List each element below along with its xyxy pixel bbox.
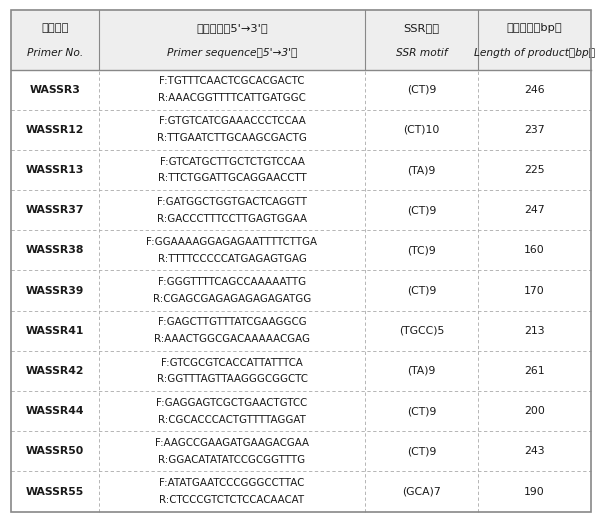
Text: (TA)9: (TA)9 (407, 165, 436, 175)
Text: 225: 225 (524, 165, 545, 175)
Text: R:CTCCCGTCTCTCCACAACAT: R:CTCCCGTCTCTCCACAACAT (160, 495, 305, 505)
Text: R:GGACATATATCCGCGGTTTG: R:GGACATATATCCGCGGTTTG (158, 455, 305, 465)
Text: 247: 247 (524, 205, 545, 215)
Text: 261: 261 (524, 366, 545, 376)
Text: 160: 160 (524, 245, 545, 255)
Text: WASSR55: WASSR55 (26, 487, 84, 497)
Text: F:TGTTTCAACTCGCACGACTC: F:TGTTTCAACTCGCACGACTC (160, 76, 305, 86)
Text: (TA)9: (TA)9 (407, 366, 436, 376)
Text: WASSR12: WASSR12 (26, 125, 84, 135)
Text: WASSR39: WASSR39 (26, 286, 84, 295)
Text: 190: 190 (524, 487, 545, 497)
Text: (CT)10: (CT)10 (403, 125, 439, 135)
Text: SSR基元: SSR基元 (403, 23, 439, 33)
Text: (CT)9: (CT)9 (407, 286, 436, 295)
Text: 引物序列（5'→3'）: 引物序列（5'→3'） (196, 23, 268, 33)
Text: F:GATGGCTGGTGACTCAGGTT: F:GATGGCTGGTGACTCAGGTT (157, 197, 307, 207)
Bar (11, 10, 591, 70)
Text: R:TTCTGGATTGCAGGAACCTT: R:TTCTGGATTGCAGGAACCTT (158, 173, 306, 183)
Text: F:GAGGAGTCGCTGAACTGTCC: F:GAGGAGTCGCTGAACTGTCC (157, 398, 308, 408)
Text: (GCA)7: (GCA)7 (402, 487, 441, 497)
Text: 213: 213 (524, 326, 545, 336)
Text: WASSR13: WASSR13 (26, 165, 84, 175)
Text: R:GGTTTAGTTAAGGGCGGCTC: R:GGTTTAGTTAAGGGCGGCTC (157, 375, 308, 384)
Text: 243: 243 (524, 446, 545, 456)
Text: (CT)9: (CT)9 (407, 205, 436, 215)
Text: (CT)9: (CT)9 (407, 406, 436, 416)
Text: Primer No.: Primer No. (27, 48, 83, 58)
Text: R:AAACGGTTTTCATTGATGGC: R:AAACGGTTTTCATTGATGGC (158, 93, 306, 103)
Text: (TGCC)5: (TGCC)5 (399, 326, 444, 336)
Text: SSR motif: SSR motif (396, 48, 447, 58)
Text: WASSR3: WASSR3 (29, 84, 81, 95)
Text: 170: 170 (524, 286, 545, 295)
Text: F:GTCATGCTTGCTCTGTCCAA: F:GTCATGCTTGCTCTGTCCAA (160, 157, 305, 167)
Text: 237: 237 (524, 125, 545, 135)
Text: R:TTTTCCCCCATGAGAGTGAG: R:TTTTCCCCCATGAGAGTGAG (158, 254, 306, 264)
Text: R:CGCACCCACTGTTTTAGGAT: R:CGCACCCACTGTTTTAGGAT (158, 415, 306, 425)
Text: R:GACCCTTTCCTTGAGTGGAA: R:GACCCTTTCCTTGAGTGGAA (157, 214, 307, 224)
Text: R:AAACTGGCGACAAAAACGAG: R:AAACTGGCGACAAAAACGAG (154, 334, 310, 344)
Text: Length of product（bp）: Length of product（bp） (474, 48, 595, 58)
Text: WASSR50: WASSR50 (26, 446, 84, 456)
Text: F:GAGCTTGTTTATCGAAGGCG: F:GAGCTTGTTTATCGAAGGCG (158, 317, 306, 327)
Text: F:GGGTTTTCAGCCAAAAATTG: F:GGGTTTTCAGCCAAAAATTG (158, 277, 306, 287)
Text: (TC)9: (TC)9 (407, 245, 436, 255)
Text: F:ATATGAATCCCGGGCCTTAC: F:ATATGAATCCCGGGCCTTAC (160, 478, 305, 488)
Text: WASSR38: WASSR38 (26, 245, 84, 255)
Text: WASSR42: WASSR42 (26, 366, 84, 376)
Text: F:GTCGCGTCACCATTATTTCA: F:GTCGCGTCACCATTATTTCA (161, 357, 303, 367)
Text: 引物编号: 引物编号 (41, 23, 69, 33)
Text: R:CGAGCGAGAGAGAGAGATGG: R:CGAGCGAGAGAGAGAGATGG (153, 294, 311, 304)
Text: WASSR41: WASSR41 (26, 326, 84, 336)
Text: (CT)9: (CT)9 (407, 446, 436, 456)
Text: WASSR44: WASSR44 (26, 406, 84, 416)
Text: F:GTGTCATCGAAACCCTCCAA: F:GTGTCATCGAAACCCTCCAA (158, 116, 305, 127)
Text: F:GGAAAAGGAGAGAATTTTCTTGA: F:GGAAAAGGAGAGAATTTTCTTGA (146, 237, 317, 247)
Text: WASSR37: WASSR37 (26, 205, 84, 215)
Text: Primer sequence（5'→3'）: Primer sequence（5'→3'） (167, 48, 297, 58)
Text: (CT)9: (CT)9 (407, 84, 436, 95)
Text: 200: 200 (524, 406, 545, 416)
Text: 246: 246 (524, 84, 545, 95)
Text: F:AAGCCGAAGATGAAGACGAA: F:AAGCCGAAGATGAAGACGAA (155, 438, 309, 448)
Text: R:TTGAATCTTGCAAGCGACTG: R:TTGAATCTTGCAAGCGACTG (157, 133, 307, 143)
Text: 产物长度（bp）: 产物长度（bp） (507, 23, 562, 33)
